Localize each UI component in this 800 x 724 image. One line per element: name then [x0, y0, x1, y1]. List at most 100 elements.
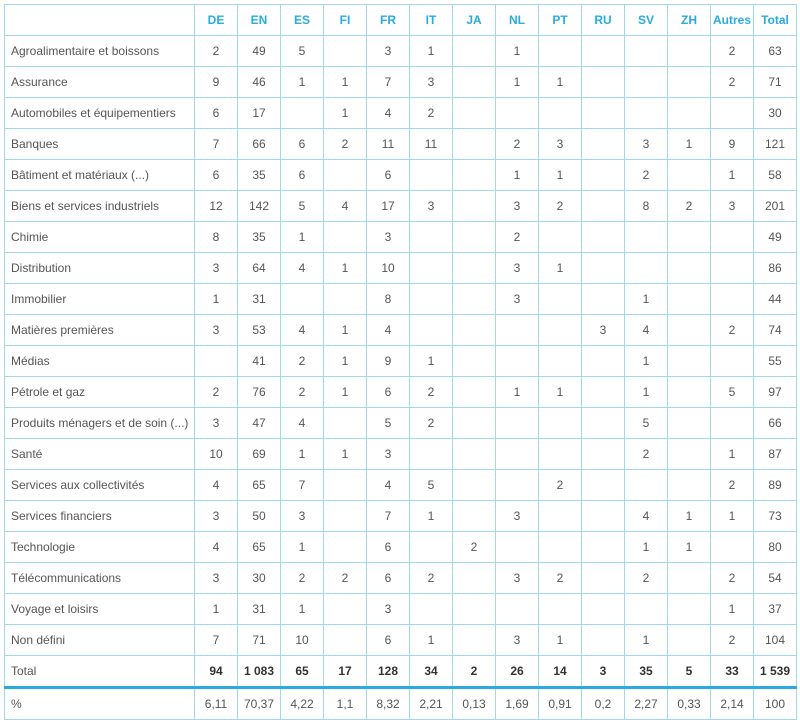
cell — [539, 98, 582, 129]
cell — [668, 439, 711, 470]
row-label: Matières premières — [5, 315, 195, 346]
cell — [410, 160, 453, 191]
cell: 2 — [195, 36, 238, 67]
cell: 3 — [539, 129, 582, 160]
cell: 3 — [195, 501, 238, 532]
cell: 3 — [582, 656, 625, 688]
cell: 9 — [367, 346, 410, 377]
col-header: FI — [324, 5, 367, 36]
cell: 7 — [195, 625, 238, 656]
cell — [410, 222, 453, 253]
cell: 201 — [754, 191, 797, 222]
cell: 6 — [367, 563, 410, 594]
cell — [324, 470, 367, 501]
cell: 2 — [281, 377, 324, 408]
cell — [668, 284, 711, 315]
cell — [582, 346, 625, 377]
cell: 2 — [324, 563, 367, 594]
cell — [453, 160, 496, 191]
cell: 1 — [539, 253, 582, 284]
cell: 7 — [195, 129, 238, 160]
col-header: JA — [453, 5, 496, 36]
cell: 2 — [539, 563, 582, 594]
cell: 1 539 — [754, 656, 797, 688]
cell — [711, 222, 754, 253]
cell: 49 — [238, 36, 281, 67]
table-row: Non défini77110613112104 — [5, 625, 797, 656]
cell: 53 — [238, 315, 281, 346]
cell: 35 — [238, 160, 281, 191]
cell: 3 — [195, 315, 238, 346]
cell: 3 — [496, 501, 539, 532]
cell: 1 — [668, 129, 711, 160]
cell — [582, 470, 625, 501]
cell: 4 — [625, 315, 668, 346]
cell: 6,11 — [195, 688, 238, 720]
cell — [453, 501, 496, 532]
cell: 9 — [195, 67, 238, 98]
cell: 17 — [367, 191, 410, 222]
cell: 100 — [754, 688, 797, 720]
cell: 6 — [281, 129, 324, 160]
cell: 1 — [496, 36, 539, 67]
table-row: Bâtiment et matériaux (...)63566112158 — [5, 160, 797, 191]
cell: 1 083 — [238, 656, 281, 688]
cell: 2,27 — [625, 688, 668, 720]
table-row: Automobiles et équipementiers61714230 — [5, 98, 797, 129]
cell — [496, 439, 539, 470]
cell — [668, 594, 711, 625]
table-row: %6,1170,374,221,18,322,210,131,690,910,2… — [5, 688, 797, 720]
cell: 1 — [195, 594, 238, 625]
cell: 5 — [625, 408, 668, 439]
cell: 3 — [195, 408, 238, 439]
cell: 49 — [754, 222, 797, 253]
cell — [324, 284, 367, 315]
cell: 2 — [496, 129, 539, 160]
cell: 3 — [367, 439, 410, 470]
row-label: Automobiles et équipementiers — [5, 98, 195, 129]
cell: 6 — [195, 98, 238, 129]
cell: 1 — [668, 532, 711, 563]
cell: 0,91 — [539, 688, 582, 720]
cell: 3 — [195, 563, 238, 594]
cell: 2 — [625, 439, 668, 470]
cell: 104 — [754, 625, 797, 656]
cell: 8 — [367, 284, 410, 315]
cell — [668, 377, 711, 408]
table-row: Immobilier13183144 — [5, 284, 797, 315]
cell: 3 — [496, 253, 539, 284]
col-header: FR — [367, 5, 410, 36]
cell: 2 — [453, 656, 496, 688]
cell — [668, 36, 711, 67]
cell — [195, 346, 238, 377]
table-row: Matières premières35341434274 — [5, 315, 797, 346]
cell: 4 — [281, 408, 324, 439]
cell: 4,22 — [281, 688, 324, 720]
cell: 71 — [238, 625, 281, 656]
cell — [625, 36, 668, 67]
cell: 3 — [711, 191, 754, 222]
cell: 142 — [238, 191, 281, 222]
cell: 2 — [711, 563, 754, 594]
cell — [668, 470, 711, 501]
cell — [453, 439, 496, 470]
cell: 1 — [625, 377, 668, 408]
cell — [410, 594, 453, 625]
cell: 97 — [754, 377, 797, 408]
cell: 0,2 — [582, 688, 625, 720]
col-header: PT — [539, 5, 582, 36]
cell — [496, 470, 539, 501]
row-label: Pétrole et gaz — [5, 377, 195, 408]
cell: 50 — [238, 501, 281, 532]
cell: 1 — [711, 501, 754, 532]
cell: 2 — [711, 36, 754, 67]
cell — [539, 315, 582, 346]
cell: 0,13 — [453, 688, 496, 720]
cell: 5 — [281, 191, 324, 222]
cell — [281, 98, 324, 129]
cell: 6 — [367, 377, 410, 408]
cell: 1 — [539, 377, 582, 408]
cell: 1,1 — [324, 688, 367, 720]
col-header: Total — [754, 5, 797, 36]
cell — [496, 594, 539, 625]
